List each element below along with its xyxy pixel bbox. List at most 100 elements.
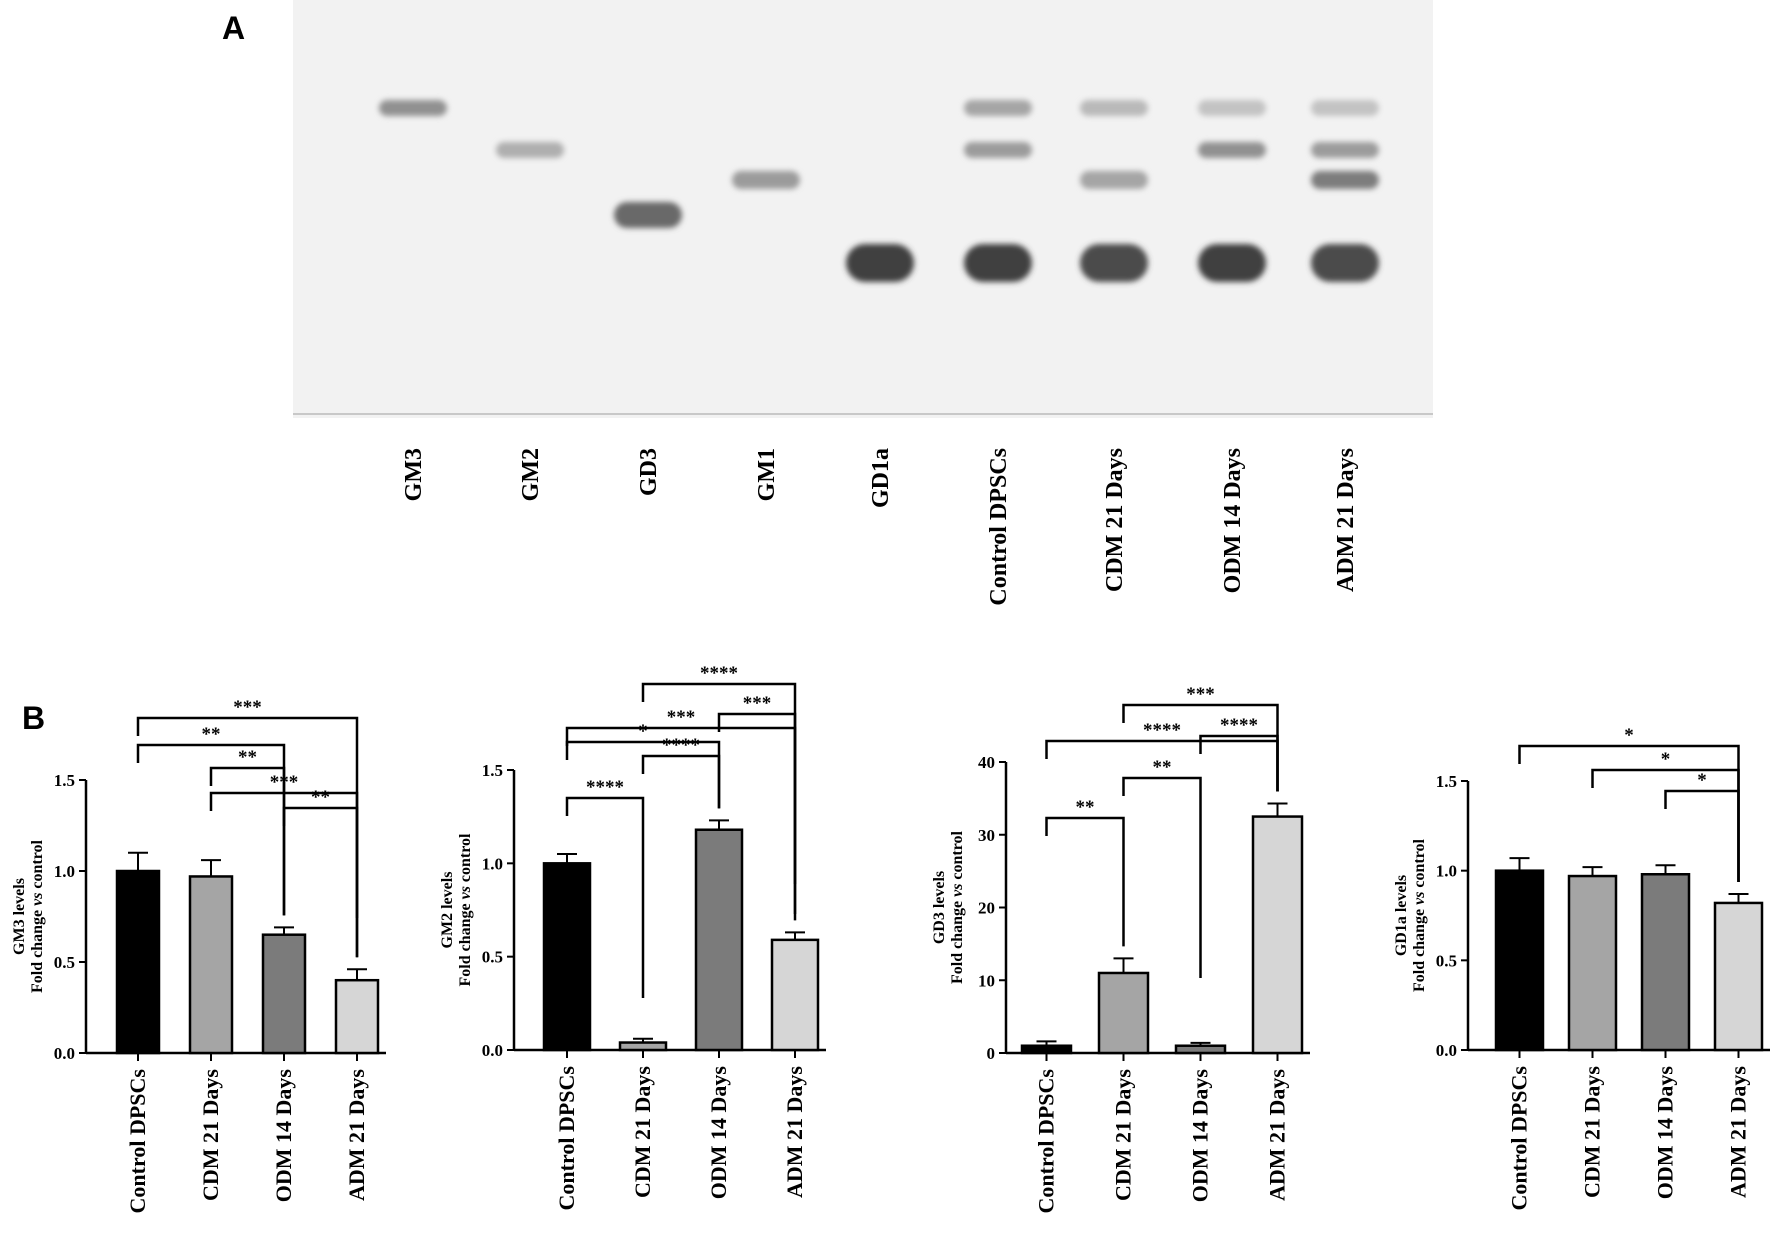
bar [115,869,161,1055]
tlc-lane-label: GM3 [401,448,427,501]
significance-bracket [1518,744,1740,882]
x-tick-label: CDM 21 Days [1580,1066,1605,1198]
significance-bracket [1664,789,1740,882]
bar [1640,873,1691,1052]
significance-label: **** [1143,720,1181,741]
tlc-band [1311,100,1379,116]
x-tick-label: Control DPSCs [1034,1069,1059,1214]
gm2-bar-chart: 0.0 0.5 1.0 1.5 GM2 levels Fold change vs con… [439,663,826,1210]
tlc-band [1198,142,1266,158]
y-tick-label: 1.5 [482,761,503,780]
bar [188,875,234,1055]
bar [694,828,744,1052]
tlc-band [496,142,564,158]
significance-label: *** [1186,684,1215,705]
x-tick-label: ODM 14 Days [1653,1066,1678,1200]
y-tick-label: 0.5 [482,948,503,967]
x-tick-label: ADM 21 Days [1265,1069,1290,1201]
y-tick-label: 30 [978,826,995,845]
tlc-band [964,142,1032,158]
tlc-band [732,171,800,189]
y-tick-label: 1.5 [54,771,75,790]
significance-label: ** [311,787,330,808]
x-tick-label: ODM 14 Days [1188,1069,1213,1203]
y-axis-label: GD3 levels [931,871,948,944]
tlc-band [1311,142,1379,158]
significance-label: ** [238,747,257,768]
tlc-lane-label: CDM 21 Days [1102,448,1128,592]
y-axis-label: Fold change vs control [949,830,966,984]
tlc-band [614,202,682,228]
y-axis-label: GD1a levels [1393,875,1410,956]
gd3-bar-chart: 0 10 20 30 40 GD3 levels Fold change vs contro… [931,684,1310,1214]
tlc-lane-label: GD3 [636,448,662,496]
tlc-band [1311,244,1379,282]
y-axis-label: Fold change vs control [457,833,474,987]
significance-label: ** [1153,757,1172,778]
significance-bracket [1199,734,1279,792]
bar [1251,815,1304,1055]
significance-label: *** [233,697,262,718]
significance-label: **** [662,735,700,756]
bar [542,862,592,1052]
bar [334,978,380,1055]
significance-label: * [638,721,648,742]
significance-label: ** [202,724,221,745]
tlc-lane-label: Control DPSCs [986,448,1012,606]
tlc-lane-label: GM1 [754,448,780,501]
tlc-lane-label: ODM 14 Days [1220,448,1246,593]
y-tick-label: 0.0 [482,1041,503,1060]
significance-label: * [1697,770,1707,791]
y-tick-label: 0.5 [1436,951,1457,970]
y-axis-label: GM3 levels [11,878,28,955]
significance-label: * [1624,725,1634,746]
x-tick-label: ADM 21 Days [1726,1066,1751,1198]
significance-label: *** [667,707,696,728]
significance-bracket [565,726,797,921]
y-tick-label: 1.0 [1436,862,1457,881]
significance-bracket [1045,739,1279,792]
y-tick-label: 0.0 [1436,1041,1457,1060]
y-tick-label: 1.5 [1436,772,1457,791]
tlc-band [1080,244,1148,282]
significance-label: **** [1220,715,1258,736]
y-tick-label: 20 [978,899,995,918]
significance-label: * [1661,749,1671,770]
bar [770,938,820,1052]
x-tick-label: ADM 21 Days [782,1066,807,1198]
significance-bracket [641,754,721,809]
tlc-lane-label: ADM 21 Days [1333,448,1359,592]
bar [1097,971,1150,1055]
x-tick-label: ADM 21 Days [344,1069,369,1201]
significance-label: ** [1076,797,1095,818]
tlc-band [1080,171,1148,189]
tlc-band [1198,244,1266,282]
x-tick-label: CDM 21 Days [630,1066,655,1198]
bar [618,1041,668,1052]
gm3-bar-chart: 0.0 0.5 1.0 1.5 GM3 levels Fold change vs con… [11,697,386,1214]
tlc-band [964,100,1032,116]
y-tick-label: 0.0 [54,1044,75,1063]
tlc-lane-label: GD1a [868,448,894,508]
y-tick-label: 1.0 [54,862,75,881]
significance-label: **** [586,777,624,798]
tlc-band [1311,171,1379,189]
bar [1494,869,1545,1052]
tlc-band [1080,100,1148,116]
x-tick-label: CDM 21 Days [198,1069,223,1201]
tlc-lane-label: GM2 [518,448,544,501]
x-tick-label: ODM 14 Days [271,1069,296,1203]
bar [1020,1044,1073,1055]
significance-bracket [209,766,286,916]
significance-bracket [1122,776,1202,978]
y-axis-label: GM2 levels [439,872,456,949]
x-tick-label: Control DPSCs [125,1069,150,1214]
y-tick-label: 40 [978,753,995,772]
y-axis-label: Fold change vs control [1411,838,1428,992]
bar [261,933,307,1055]
y-tick-label: 0 [987,1044,996,1063]
y-axis-label: Fold change vs control [29,839,46,993]
y-tick-label: 0.5 [54,953,75,972]
tlc-band [379,100,447,116]
tlc-plate-figure: GM3 GM2 GD3 GM1 GD1a Control DPSCs CDM 21 Days… [293,0,1433,606]
